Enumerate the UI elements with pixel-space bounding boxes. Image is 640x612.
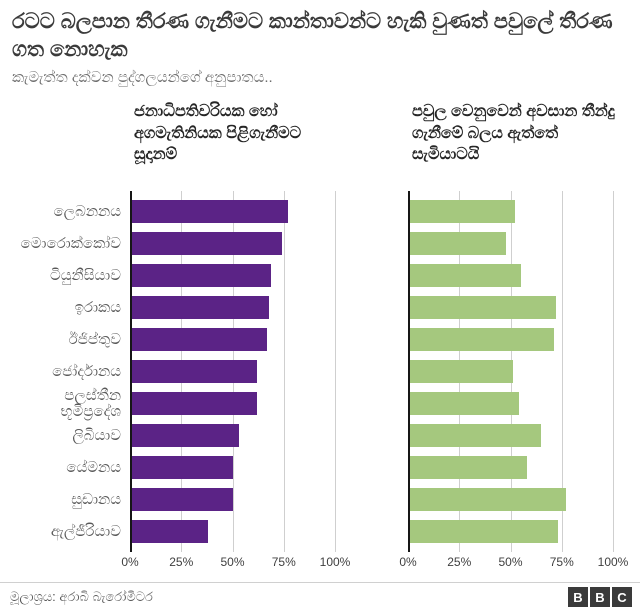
bbc-logo: B B C [568, 587, 632, 607]
bar-row [130, 324, 335, 356]
tick-label: 100% [597, 554, 629, 569]
bar-row [130, 196, 335, 228]
bar [408, 360, 513, 384]
tick-label: 50% [220, 554, 245, 569]
chart-headers: ජනාධිපතිවරියක හෝ අගමැතිනියක පිළිගැනීමට ස… [0, 101, 640, 185]
bar-row [130, 516, 335, 548]
bar [130, 520, 208, 544]
bar-row [408, 452, 613, 484]
tick-label: 50% [498, 554, 523, 569]
bbc-logo-block-b2: B [590, 587, 610, 607]
bar-row [130, 356, 335, 388]
gridline [335, 190, 336, 552]
bar-row [408, 260, 613, 292]
axis-line [130, 190, 132, 552]
bar [408, 232, 507, 256]
category-label: ඉරාකය [74, 299, 121, 317]
bar [408, 392, 519, 416]
bar [130, 488, 233, 512]
tick-label: 0% [399, 554, 417, 569]
bar [130, 424, 239, 448]
bar [408, 328, 554, 352]
right-axis-ticks: 0% 25% 50% 75% 100% [399, 554, 628, 573]
bbc-logo-block-c: C [612, 587, 632, 607]
gridline [561, 190, 563, 552]
category-label: සුඩානය [71, 491, 121, 509]
left-chart-title: ජනාධිපතිවරියක හෝ අගමැතිනියක පිළිගැනීමට ස… [134, 102, 302, 164]
charts-row: ලෙබනනය මොරොක්කෝව ටියුනීසියාව ඉරාකය ඊජිප්තුව ජ… [0, 190, 640, 573]
category-label: ඊජිප්තුව [68, 331, 121, 349]
tick-label: 75% [271, 554, 296, 569]
bar [130, 392, 258, 416]
bbc-logo-block-b1: B [568, 587, 588, 607]
right-chart-title: පවුල වෙනුවෙන් අවසාන තීන්දු ගැනීමේ බලය ඇත… [412, 102, 615, 164]
tick-label: 75% [549, 554, 574, 569]
bar-row [130, 452, 335, 484]
category-label: ඇල්ජීරියාව [50, 523, 121, 541]
bar-row [130, 292, 335, 324]
category-label: මොරොක්කෝව [20, 235, 121, 253]
bar [130, 200, 288, 224]
bar [130, 360, 258, 384]
footer: මූලාශ්‍රය: අරාබි බැරෝමීටර B B C [0, 582, 640, 612]
bar [130, 264, 272, 288]
bar-row [130, 420, 335, 452]
gridline [283, 190, 285, 552]
bar-row [408, 228, 613, 260]
source-attribution: මූලාශ්‍රය: අරාබි බැරෝමීටර [10, 589, 153, 604]
bar [408, 296, 556, 320]
category-label: යේමනය [66, 459, 121, 477]
bar-row [130, 388, 335, 420]
bar [130, 328, 268, 352]
bar [408, 264, 521, 288]
bar-row [130, 260, 335, 292]
bar [408, 200, 515, 224]
bar [408, 488, 566, 512]
left-plot-area [130, 190, 336, 552]
category-label: ලිබියාව [72, 427, 121, 445]
bar-row [408, 420, 613, 452]
bar [408, 456, 527, 480]
gridline [613, 190, 614, 552]
bar-row [408, 484, 613, 516]
axis-line [408, 190, 410, 552]
category-label: ජෝර්දානය [52, 363, 121, 381]
tick-label: 100% [319, 554, 351, 569]
page-subtitle: කැමැත්ත දක්වන පුද්ගලයන්ගේ අනුපාතය.. [12, 69, 273, 87]
category-label: ටියුනීසියාව [49, 267, 121, 285]
bar [408, 424, 542, 448]
bar-row [408, 356, 613, 388]
bar [408, 520, 558, 544]
bar-row [408, 516, 613, 548]
tick-label: 0% [121, 554, 139, 569]
tick-label: 25% [169, 554, 194, 569]
category-label: පලස්තීන භූමිප්‍රදේශ [60, 387, 121, 420]
tick-label: 25% [447, 554, 472, 569]
bar [130, 296, 270, 320]
bar [130, 232, 282, 256]
right-plot-area [408, 190, 614, 552]
category-label-column: ලෙබනනය මොරොක්කෝව ටියුනීසියාව ඉරාකය ඊජිප්තුව ජ… [12, 191, 130, 573]
left-bar-chart: 0% 25% 50% 75% 100% [121, 190, 350, 573]
bar-row [130, 228, 335, 260]
bar-row [408, 292, 613, 324]
page-title: රටට බලපාන තීරණ ගැනීමට කාන්තාවන්ට හැකි වු… [12, 10, 613, 61]
bar-row [408, 324, 613, 356]
bar-row [408, 196, 613, 228]
bar [130, 456, 233, 480]
chart-gap [335, 191, 408, 573]
left-axis-ticks: 0% 25% 50% 75% 100% [121, 554, 350, 573]
bar-row [130, 484, 335, 516]
category-label: ලෙබනනය [53, 203, 121, 221]
right-bar-chart: 0% 25% 50% 75% 100% [399, 190, 628, 573]
bar-row [408, 388, 613, 420]
